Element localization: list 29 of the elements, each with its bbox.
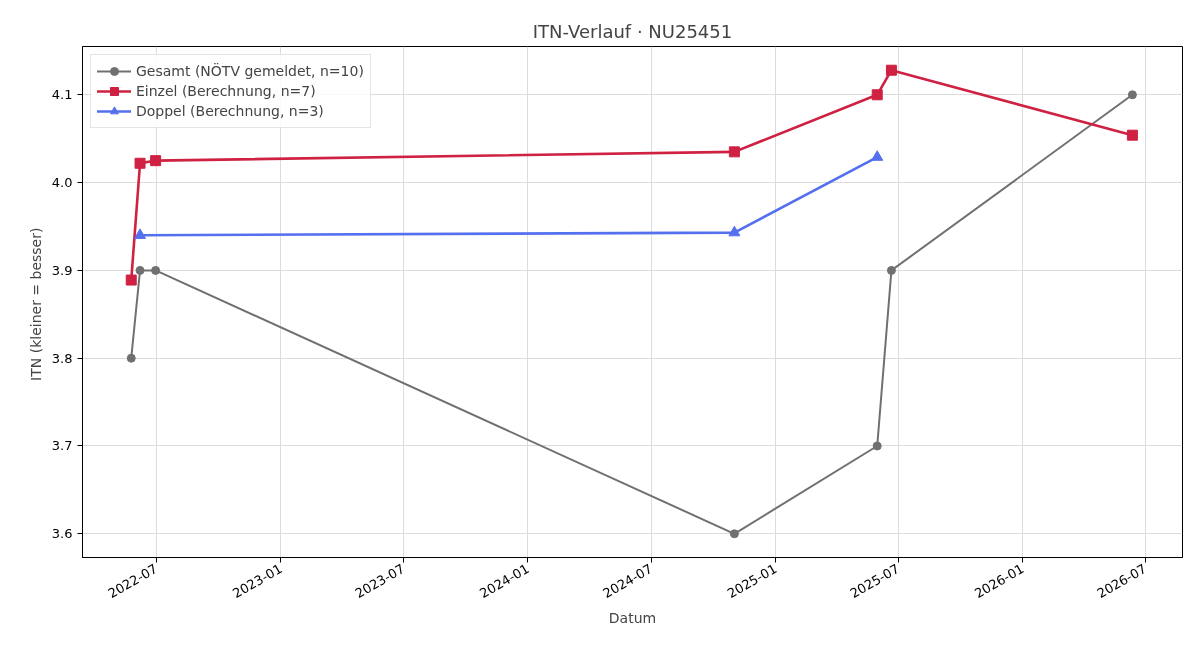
chart-title: ITN-Verlauf · NU25451 [532,20,733,42]
point [150,155,162,167]
legend-label: Gesamt (NÖTV gemeldet, n=10) [136,63,364,79]
point [885,64,897,76]
point [125,274,137,286]
point [126,353,136,363]
point [135,265,145,275]
y-tick-label: 3.9 [51,262,73,278]
point [728,225,741,237]
point [151,265,161,275]
point [1126,129,1138,141]
point [134,157,146,169]
point [134,228,147,239]
point [871,89,883,101]
y-axis-title: ITN (kleiner = besser) [27,227,44,381]
point [729,529,739,539]
point [886,265,896,275]
y-tick-label: 3.8 [51,350,73,366]
legend-label: Einzel (Berechnung, n=7) [136,83,316,99]
point [728,146,740,158]
x-axis-title: Datum [608,610,657,627]
point [871,150,884,161]
y-tick-label: 3.7 [51,438,73,454]
y-tick-label: 3.6 [51,526,73,542]
point [1127,90,1137,100]
legend-label: Doppel (Berechnung, n=3) [136,103,324,119]
y-tick-label: 4.0 [51,175,73,191]
y-tick-label: 4.1 [51,87,73,103]
point [872,441,882,451]
